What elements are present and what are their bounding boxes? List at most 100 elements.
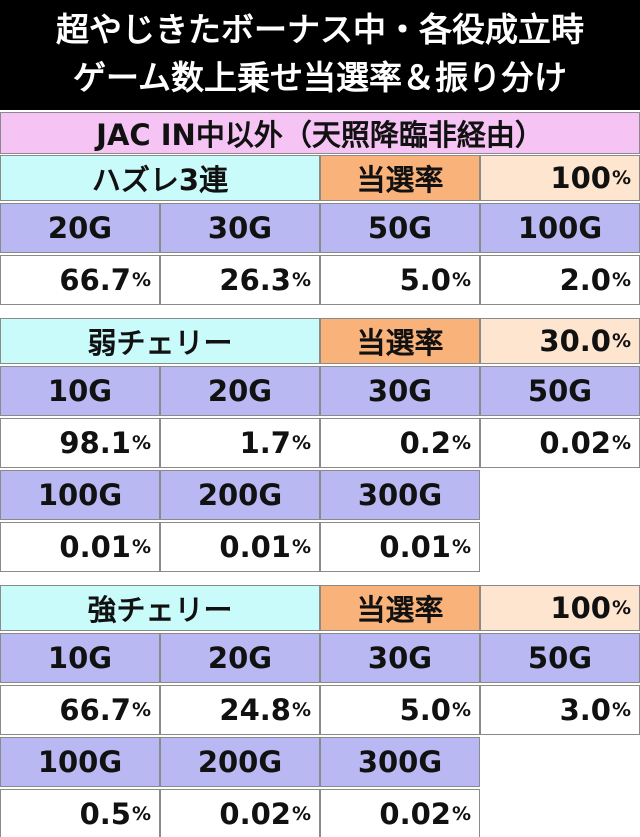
percent-unit: % <box>451 536 471 558</box>
games-text: 300G <box>357 745 443 779</box>
percent-unit: % <box>611 699 631 721</box>
percent-unit: % <box>611 269 631 291</box>
games-text: 10G <box>47 374 113 408</box>
percent-unit: % <box>611 432 631 454</box>
percent-cell: 1.7% <box>160 418 320 468</box>
percent-unit: % <box>291 536 311 558</box>
games-cell: 50G <box>320 203 480 253</box>
percent-number: 66.7 <box>59 263 131 297</box>
percent-number: 0.01 <box>219 530 291 564</box>
percent-unit: % <box>451 432 471 454</box>
percent-unit: % <box>131 432 151 454</box>
rate-label: 当選率 <box>320 585 480 631</box>
rate-label: 当選率 <box>320 155 480 201</box>
percent-unit: % <box>611 167 631 189</box>
percent-cell: 26.3% <box>160 255 320 305</box>
percent-cell: 0.01% <box>160 522 320 572</box>
games-cell: 10G <box>0 633 160 683</box>
games-cell: 200G <box>160 470 320 520</box>
percent-cell: 66.7% <box>0 685 160 735</box>
percent-cell: 5.0% <box>320 685 480 735</box>
percent-unit: % <box>611 330 631 352</box>
games-cell: 20G <box>160 366 320 416</box>
percent-unit: % <box>291 803 311 825</box>
percent-cell: 98.1% <box>0 418 160 468</box>
games-text: 50G <box>527 374 593 408</box>
percent-unit: % <box>291 699 311 721</box>
games-text: 30G <box>367 374 433 408</box>
games-text: 10G <box>47 641 113 675</box>
section-name-text: ハズレ3連 <box>91 163 229 197</box>
percent-unit: % <box>451 699 471 721</box>
percent-cell: 0.02% <box>160 789 320 837</box>
percent-cell: 24.8% <box>160 685 320 735</box>
section-name-text: 強チェリー <box>87 593 233 627</box>
section-name: ハズレ3連 <box>0 155 320 201</box>
percent-number: 0.02 <box>219 797 291 831</box>
percent-number: 0.5 <box>79 797 131 831</box>
percent-cell: 66.7% <box>0 255 160 305</box>
percent-number: 66.7 <box>59 693 131 727</box>
percent-number: 0.02 <box>539 426 611 460</box>
header: 超やじきたボーナス中・各役成立時 ゲーム数上乗せ当選率＆振り分け <box>0 0 640 110</box>
percent-unit: % <box>131 699 151 721</box>
games-text: 200G <box>197 478 283 512</box>
header-line: ゲーム数上乗せ当選率＆振り分け <box>72 58 567 97</box>
percent-number: 0.01 <box>59 530 131 564</box>
section-name: 弱チェリー <box>0 318 320 364</box>
header-line: 超やじきたボーナス中・各役成立時 <box>56 10 584 49</box>
games-text: 100G <box>517 211 603 245</box>
rate-label-text: 当選率 <box>356 593 444 627</box>
percent-number: 100 <box>550 161 611 195</box>
games-text: 20G <box>207 374 273 408</box>
percent-number: 26.3 <box>219 263 291 297</box>
games-cell: 300G <box>320 737 480 787</box>
games-text: 50G <box>527 641 593 675</box>
games-text: 300G <box>357 478 443 512</box>
games-text: 100G <box>37 745 123 779</box>
percent-cell: 5.0% <box>320 255 480 305</box>
percent-number: 3.0 <box>559 693 611 727</box>
games-text: 200G <box>197 745 283 779</box>
rate-value: 30.0% <box>480 318 640 364</box>
percent-unit: % <box>451 803 471 825</box>
games-cell: 100G <box>0 737 160 787</box>
percent-unit: % <box>451 269 471 291</box>
games-cell: 30G <box>320 366 480 416</box>
games-text: 50G <box>367 211 433 245</box>
percent-cell: 0.5% <box>0 789 160 837</box>
percent-cell: 0.02% <box>480 418 640 468</box>
percent-unit: % <box>131 803 151 825</box>
percent-number: 0.2 <box>399 426 451 460</box>
games-cell: 20G <box>160 633 320 683</box>
percent-number: 30.0 <box>539 324 611 358</box>
games-cell: 300G <box>320 470 480 520</box>
subheader-text: JAC IN中以外（天照降臨非経由） <box>96 118 544 152</box>
games-cell: 100G <box>480 203 640 253</box>
rate-label-text: 当選率 <box>356 163 444 197</box>
percent-number: 0.01 <box>379 530 451 564</box>
games-cell: 10G <box>0 366 160 416</box>
games-text: 20G <box>47 211 113 245</box>
games-cell: 30G <box>160 203 320 253</box>
rate-value: 100% <box>480 155 640 201</box>
percent-number: 5.0 <box>399 263 451 297</box>
games-text: 30G <box>207 211 273 245</box>
section-name-text: 弱チェリー <box>87 326 233 360</box>
games-text: 100G <box>37 478 123 512</box>
percent-number: 100 <box>550 591 611 625</box>
rate-value: 100% <box>480 585 640 631</box>
percent-cell: 2.0% <box>480 255 640 305</box>
games-cell: 200G <box>160 737 320 787</box>
games-cell: 20G <box>0 203 160 253</box>
rate-label-text: 当選率 <box>356 326 444 360</box>
percent-number: 98.1 <box>59 426 131 460</box>
percent-unit: % <box>131 269 151 291</box>
percent-number: 2.0 <box>559 263 611 297</box>
games-cell: 100G <box>0 470 160 520</box>
percent-number: 1.7 <box>239 426 291 460</box>
percent-cell: 0.01% <box>320 522 480 572</box>
percent-unit: % <box>611 597 631 619</box>
percent-unit: % <box>131 536 151 558</box>
